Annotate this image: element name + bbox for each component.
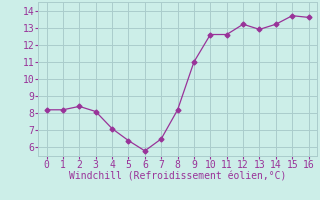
X-axis label: Windchill (Refroidissement éolien,°C): Windchill (Refroidissement éolien,°C) bbox=[69, 172, 286, 182]
